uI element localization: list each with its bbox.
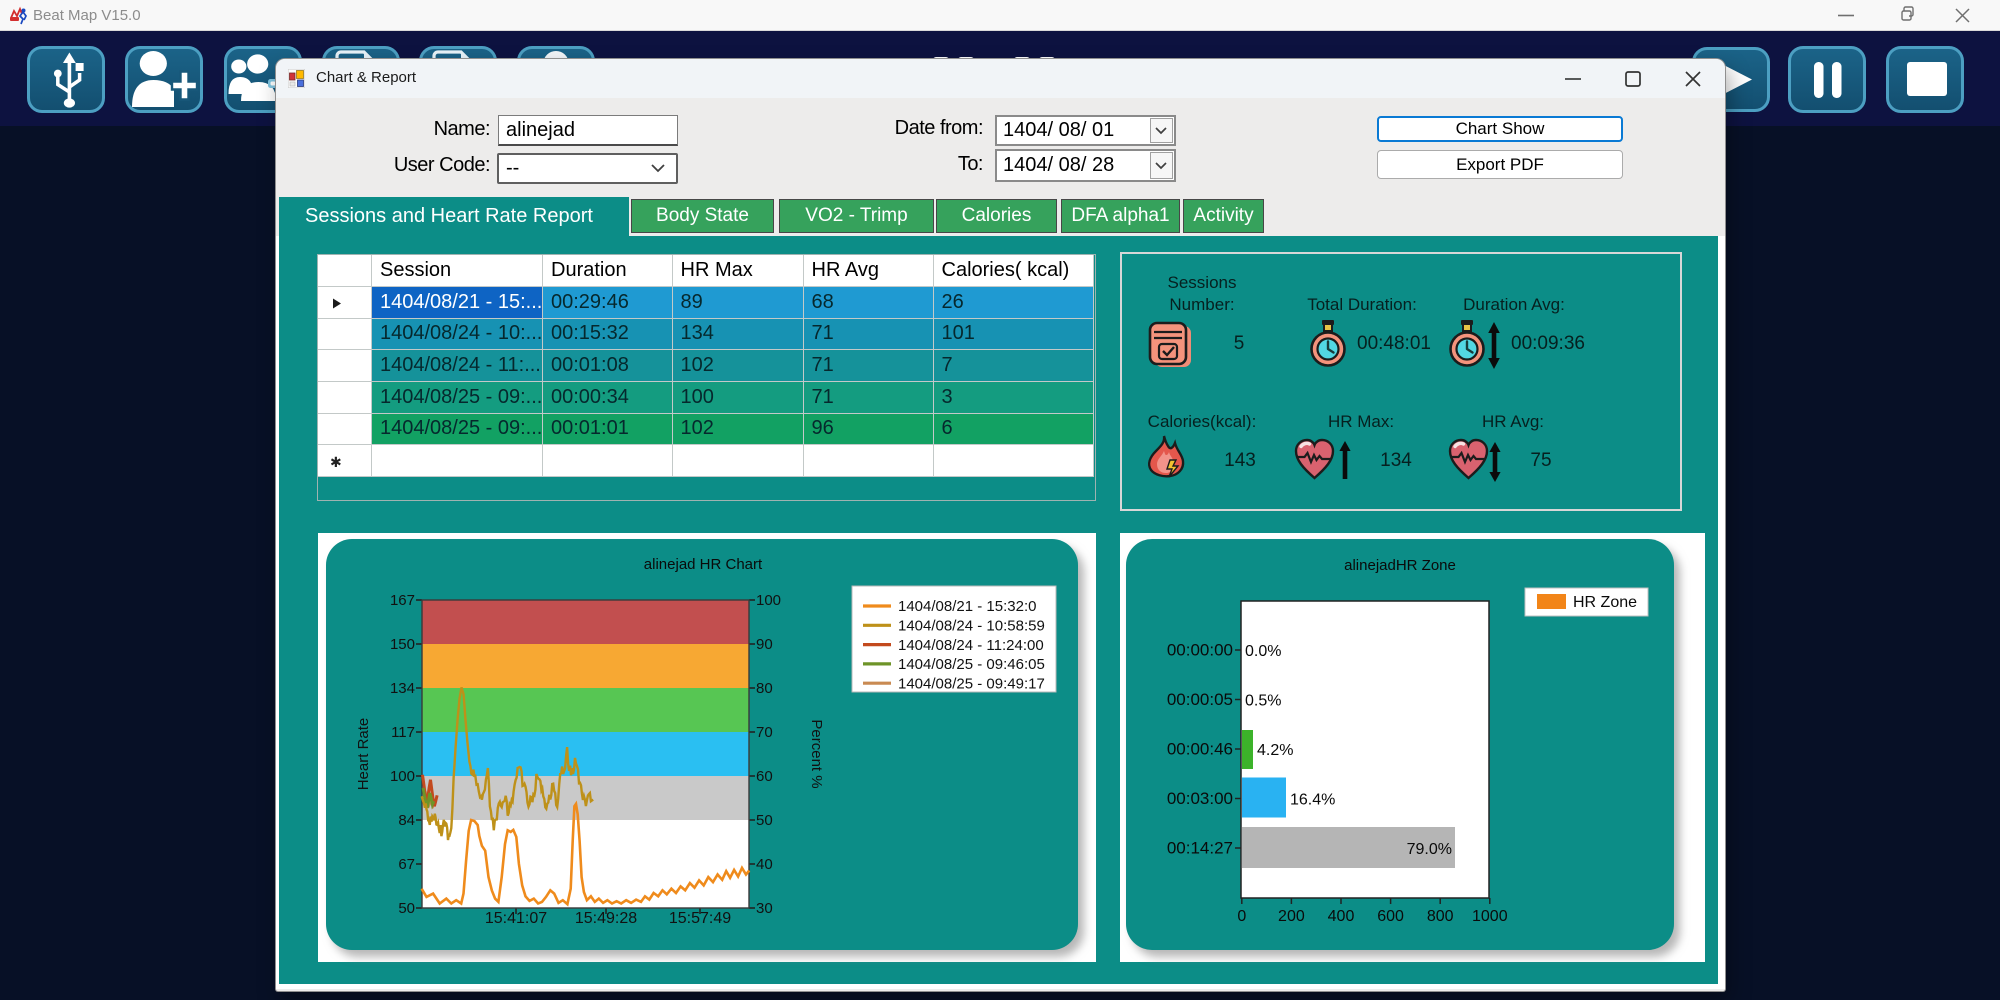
svg-text:4.2%: 4.2% [1257,742,1293,759]
svg-text:134: 134 [390,680,415,697]
svg-text:1404/08/24 - 11:24:00: 1404/08/24 - 11:24:00 [898,637,1044,654]
svg-text:100: 100 [756,592,781,609]
svg-text:60: 60 [756,768,773,785]
svg-text:30: 30 [756,900,773,917]
svg-text:1404/08/24 - 10:58:59: 1404/08/24 - 10:58:59 [898,618,1045,635]
svg-text:167: 167 [390,592,415,609]
svg-text:90: 90 [756,636,773,653]
svg-text:00:14:27: 00:14:27 [1167,838,1233,857]
svg-text:00:00:46: 00:00:46 [1167,739,1233,758]
svg-text:50: 50 [398,900,415,917]
svg-text:70: 70 [756,724,773,741]
svg-text:600: 600 [1377,908,1404,925]
svg-text:0.0%: 0.0% [1245,643,1281,660]
svg-text:00:00:00: 00:00:00 [1167,640,1233,659]
svg-text:Heart Rate: Heart Rate [355,718,372,791]
svg-text:00:00:05: 00:00:05 [1167,690,1233,709]
svg-text:1404/08/25 - 09:46:05: 1404/08/25 - 09:46:05 [898,656,1045,673]
svg-text:0.5%: 0.5% [1245,693,1281,710]
svg-text:79.0%: 79.0% [1407,841,1452,858]
svg-text:15:49:28: 15:49:28 [575,910,637,927]
svg-text:100: 100 [390,768,415,785]
svg-text:alinejadHR Zone: alinejadHR Zone [1344,557,1456,574]
svg-text:15:57:49: 15:57:49 [669,910,731,927]
svg-text:117: 117 [391,724,415,741]
svg-text:84: 84 [398,812,415,829]
svg-text:1000: 1000 [1472,908,1508,925]
svg-text:0: 0 [1237,908,1246,925]
svg-text:1404/08/21 - 15:32:0: 1404/08/21 - 15:32:0 [898,598,1036,615]
svg-text:800: 800 [1427,908,1454,925]
svg-text:200: 200 [1278,908,1305,925]
svg-text:150: 150 [390,636,415,653]
svg-text:16.4%: 16.4% [1290,792,1335,809]
svg-text:Percent %: Percent % [808,719,825,788]
svg-text:00:03:00: 00:03:00 [1167,789,1233,808]
svg-text:67: 67 [398,856,415,873]
svg-text:15:41:07: 15:41:07 [485,910,547,927]
svg-text:HR Zone: HR Zone [1573,594,1637,611]
svg-text:1404/08/25 - 09:49:17: 1404/08/25 - 09:49:17 [898,675,1045,692]
svg-text:40: 40 [756,856,773,873]
svg-text:400: 400 [1328,908,1355,925]
svg-text:alinejad HR Chart: alinejad HR Chart [644,556,763,573]
svg-text:50: 50 [756,812,773,829]
svg-text:80: 80 [756,680,773,697]
